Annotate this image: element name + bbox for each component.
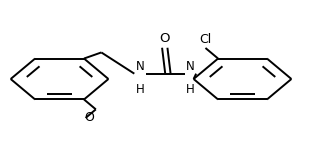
Text: Cl: Cl (199, 33, 212, 46)
Text: O: O (159, 32, 170, 46)
Text: O: O (84, 111, 94, 124)
Text: N: N (186, 60, 195, 73)
Text: N: N (135, 60, 144, 73)
Text: H: H (186, 83, 195, 96)
Text: H: H (135, 83, 144, 96)
